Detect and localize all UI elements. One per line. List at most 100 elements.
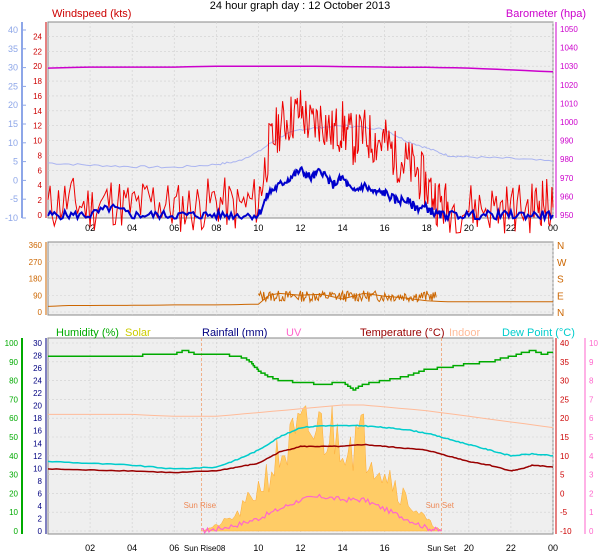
dew-tick-label: 7 <box>589 395 594 404</box>
baro-tick-label: 1020 <box>560 81 578 90</box>
direction-tick-label: 180 <box>29 275 43 284</box>
wind-inner-tick-label: 10 <box>33 137 42 146</box>
dew-tick-label: 5 <box>589 433 594 442</box>
wind-x-tick-label: 20 <box>464 223 474 233</box>
sunset-tick-label: Sun Set <box>427 544 456 553</box>
humidity-tick-label: 30 <box>9 471 18 480</box>
wind-x-tick-label: 02 <box>85 223 95 233</box>
dew-tick-label: 6 <box>589 414 594 423</box>
thp-x-tick-label: 04 <box>127 543 137 553</box>
temp-tick-label: 10 <box>560 452 569 461</box>
wind-inner-tick-label: 20 <box>33 62 42 71</box>
solar-area <box>201 404 443 532</box>
compass-label: N <box>557 308 564 319</box>
thp-x-tick-label: 10 <box>253 543 263 553</box>
wind-series <box>47 65 554 234</box>
humidity-tick-label: 50 <box>9 433 18 442</box>
direction-variability-line <box>257 289 437 304</box>
humidity-tick-label: 80 <box>9 377 18 386</box>
temp-tick-label: -10 <box>560 527 572 536</box>
rain-tick-label: 18 <box>33 414 42 423</box>
humidity-tick-label: 40 <box>9 452 18 461</box>
chart-title: 24 hour graph day : 12 October 2013 <box>210 0 390 12</box>
wind-outer-tick-label: -10 <box>5 213 18 223</box>
wind-x-tick-label: 06 <box>169 223 179 233</box>
wind-outer-tick-label: 25 <box>8 81 18 91</box>
windspeed-line <box>47 90 554 234</box>
wind-x-tick-label: 22 <box>506 223 516 233</box>
compass-label: E <box>557 291 564 302</box>
baro-tick-label: 1000 <box>560 118 578 127</box>
wind-x-tick-label: 08 <box>211 223 221 233</box>
rain-tick-label: 12 <box>33 452 42 461</box>
wind-axes: 4035302520151050-5-102422201816141210864… <box>5 22 578 233</box>
dew-tick-label: 9 <box>589 358 594 367</box>
wind-x-tick-label: 18 <box>422 223 432 233</box>
baro-tick-label: 960 <box>560 192 574 201</box>
thp-legend: Humidity (%) Solar Rainfall (mm) UV Temperat… <box>56 327 575 339</box>
sunset-label: Sun Set <box>425 501 454 510</box>
wind-x-tick-label: 16 <box>380 223 390 233</box>
rain-tick-label: 4 <box>38 502 43 511</box>
dew-tick-label: 4 <box>589 452 594 461</box>
temp-tick-label: 35 <box>560 358 569 367</box>
direction-tick-label: 360 <box>29 241 43 250</box>
legend-temperature: Temperature (°C) <box>360 327 444 339</box>
rain-tick-label: 30 <box>33 339 42 348</box>
baro-tick-label: 1030 <box>560 62 578 71</box>
thp-x-tick-label: 12 <box>295 543 305 553</box>
thp-x-tick-label: 02 <box>85 543 95 553</box>
legend-humidity: Humidity (%) <box>56 327 119 339</box>
wind-outer-tick-label: 30 <box>8 63 18 73</box>
temp-tick-label: -5 <box>560 508 568 517</box>
wind-outer-tick-label: 10 <box>8 138 18 148</box>
wind-x-tick-label: 14 <box>338 223 348 233</box>
wind-outer-tick-label: 20 <box>8 100 18 110</box>
wind-outer-tick-label: 5 <box>13 157 18 167</box>
wind-inner-tick-label: 6 <box>38 166 43 175</box>
temp-tick-label: 20 <box>560 414 569 423</box>
rain-tick-label: 22 <box>33 389 42 398</box>
barometer-line <box>47 65 554 73</box>
rain-tick-label: 26 <box>33 364 42 373</box>
gust-line <box>47 165 554 223</box>
rain-tick-label: 20 <box>33 402 42 411</box>
compass-label: S <box>557 275 564 286</box>
baro-trend-line <box>47 124 554 169</box>
rain-tick-label: 16 <box>33 427 42 436</box>
rain-tick-label: 24 <box>33 377 42 386</box>
wind-outer-tick-label: 15 <box>8 119 18 129</box>
thp-x-tick-label: 20 <box>464 543 474 553</box>
legend-dewpoint: Dew Point (°C) <box>502 327 575 339</box>
rain-tick-label: 8 <box>38 477 43 486</box>
wind-inner-tick-label: 22 <box>33 47 42 56</box>
dew-tick-label: 2 <box>589 489 594 498</box>
baro-tick-label: 950 <box>560 211 574 220</box>
wind-inner-tick-label: 12 <box>33 122 42 131</box>
humidity-tick-label: 20 <box>9 489 18 498</box>
humidity-tick-label: 90 <box>9 358 18 367</box>
temp-tick-label: 5 <box>560 471 565 480</box>
dew-tick-label: 10 <box>589 339 598 348</box>
wind-inner-tick-label: 14 <box>33 107 42 116</box>
legend-indoor: Indoor <box>449 327 481 339</box>
temperature-line <box>47 443 554 474</box>
wind-inner-tick-label: 2 <box>38 196 43 205</box>
dew-tick-label: 3 <box>589 471 594 480</box>
dew-tick-label: 0 <box>589 527 594 536</box>
rain-tick-label: 6 <box>38 489 43 498</box>
humidity-tick-label: 10 <box>9 508 18 517</box>
temp-tick-label: 30 <box>560 377 569 386</box>
indoor-line <box>48 404 554 429</box>
wind-outer-tick-label: -5 <box>10 194 18 204</box>
direction-tick-label: 90 <box>33 291 42 300</box>
compass-label: N <box>557 241 564 252</box>
wind-inner-tick-label: 8 <box>38 151 43 160</box>
humidity-tick-label: 60 <box>9 414 18 423</box>
wind-outer-tick-label: 0 <box>13 175 18 185</box>
temp-tick-label: 40 <box>560 339 569 348</box>
wind-inner-tick-label: 18 <box>33 77 42 86</box>
